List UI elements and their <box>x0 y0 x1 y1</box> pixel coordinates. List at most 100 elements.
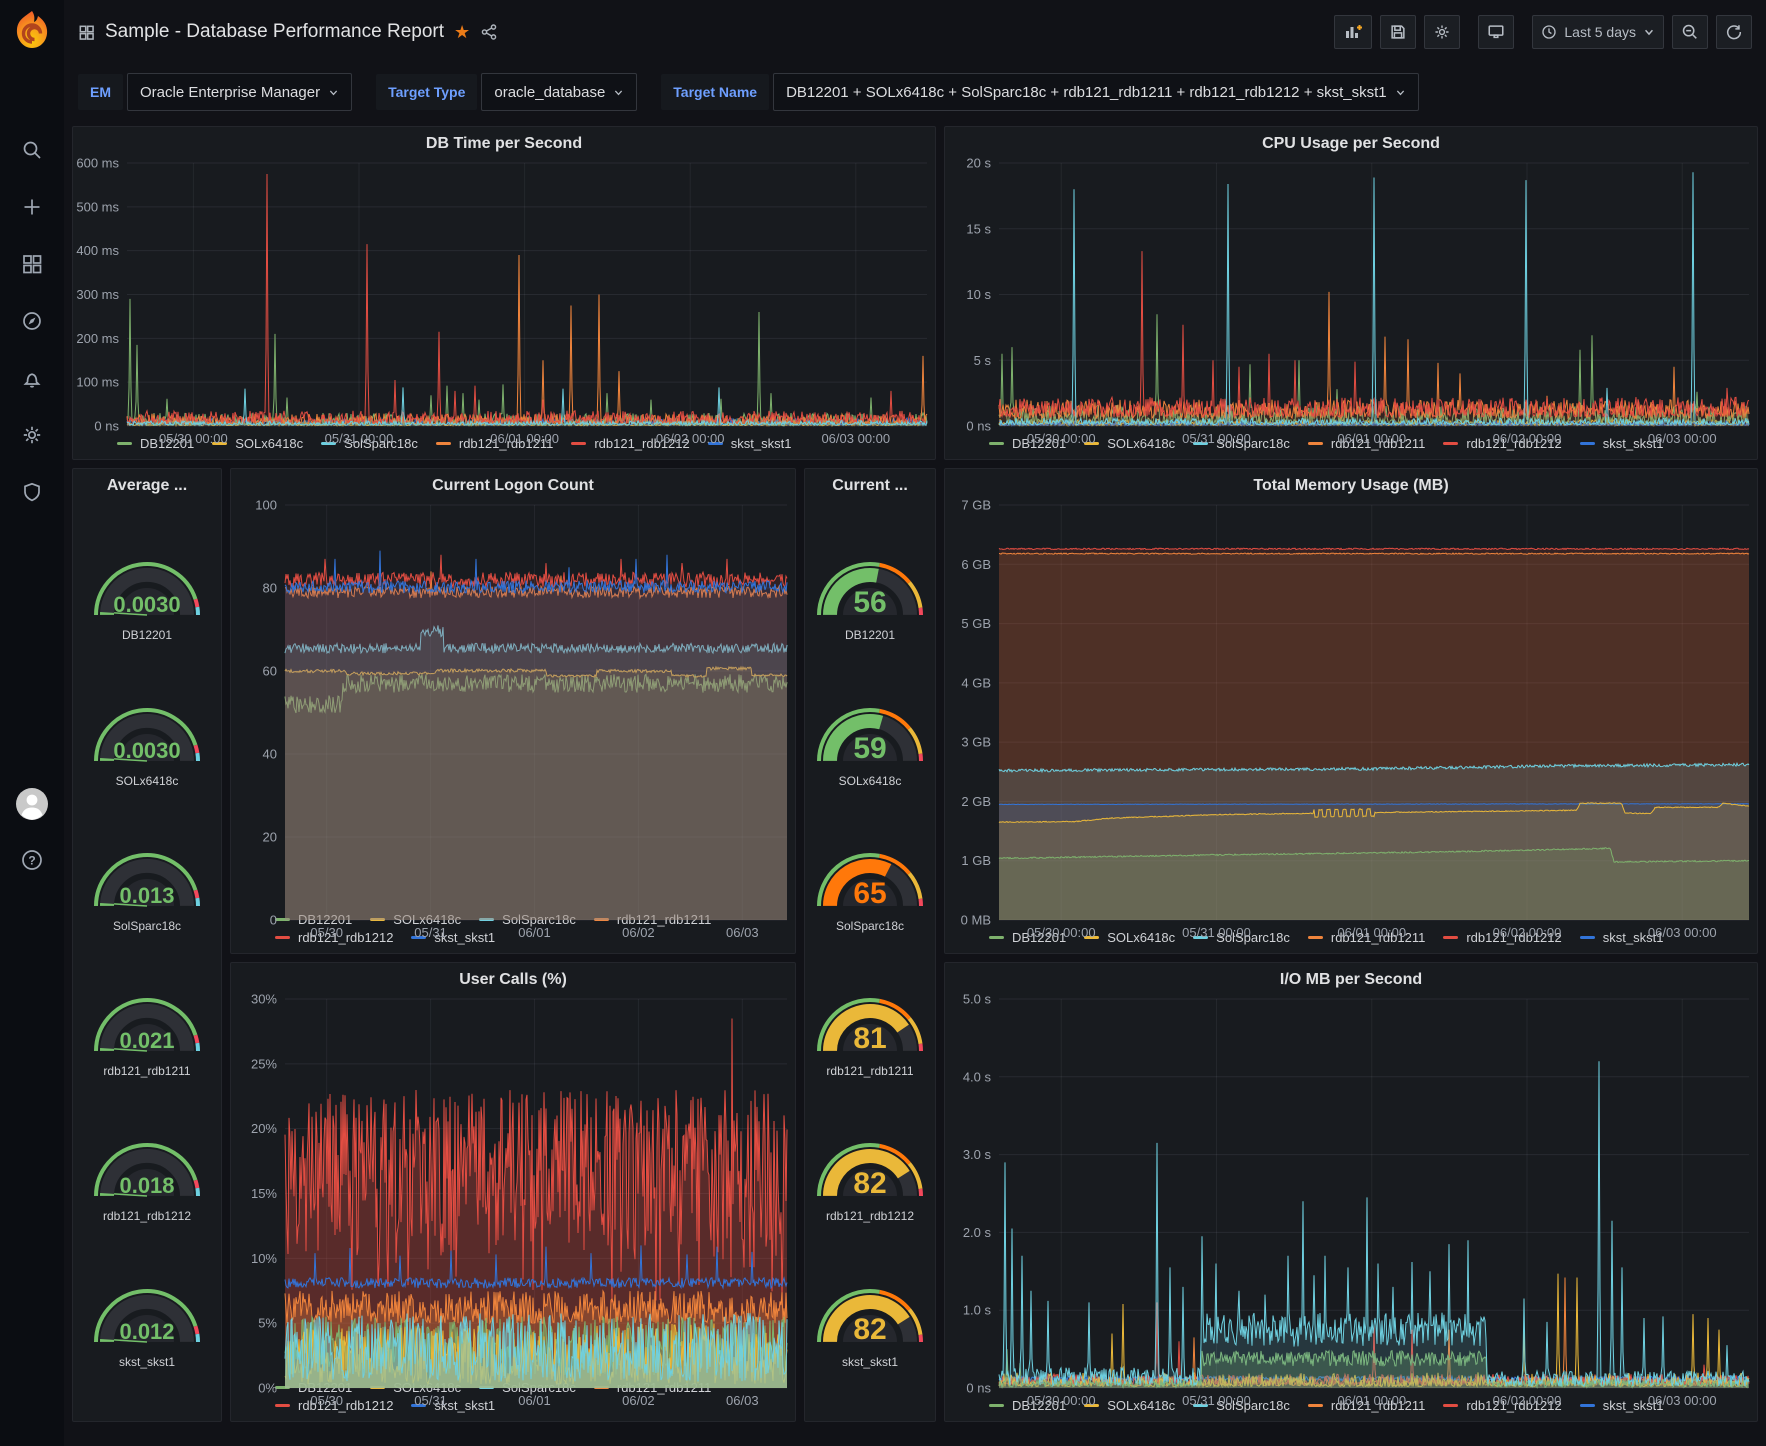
panel-current-logon-count: Current Logon Count 0 20 40 60 80 100 05/30 05/… <box>230 468 796 954</box>
panel-title[interactable]: Current Logon Count <box>432 477 594 494</box>
legend-item[interactable]: SOLx6418c <box>370 912 461 927</box>
dashboard-variables-bar: EM Oracle Enterprise Manager Target Type… <box>64 66 1766 118</box>
legend-item[interactable]: DB12201 <box>275 912 352 927</box>
db-time-chart[interactable]: 0 ns 100 ms 200 ms 300 ms 400 ms 500 ms 600 ms… <box>73 155 935 446</box>
legend-swatch <box>989 442 1004 445</box>
legend-swatch <box>571 442 587 445</box>
target-type-variable-dropdown[interactable]: oracle_database <box>481 73 638 111</box>
em-variable-dropdown[interactable]: Oracle Enterprise Manager <box>127 73 353 111</box>
refresh-button[interactable] <box>1716 15 1752 49</box>
legend-swatch <box>370 918 386 921</box>
search-icon[interactable] <box>0 128 64 172</box>
legend-item[interactable]: SolSparc18c <box>321 436 418 451</box>
legend-item[interactable]: rdb121_rdb1212 <box>1443 930 1562 945</box>
target-name-variable-label: Target Name <box>661 74 770 110</box>
legend-item[interactable]: rdb121_rdb1211 <box>1307 1398 1425 1413</box>
panel-title[interactable]: DB Time per Second <box>425 135 583 152</box>
zoom-out-button[interactable] <box>1672 15 1708 49</box>
legend-swatch <box>275 936 290 939</box>
legend-item[interactable]: rdb121_rdb1212 <box>275 930 393 945</box>
target-name-variable-dropdown[interactable]: DB12201 + SOLx6418c + SolSparc18c + rdb1… <box>773 73 1419 111</box>
configuration-gear-icon[interactable] <box>0 413 64 457</box>
dashboard-settings-button[interactable] <box>1424 15 1461 49</box>
legend-item[interactable]: rdb121_rdb1211 <box>1307 436 1425 451</box>
legend-item[interactable]: SolSparc18c <box>1193 1398 1290 1413</box>
memory-usage-chart[interactable]: 0 MB 1 GB 2 GB 3 GB 4 GB 5 GB 6 GB 7 GB 05/30 00… <box>945 497 1757 940</box>
user-avatar[interactable] <box>0 782 64 826</box>
gauge-label: DB12201 <box>844 628 896 643</box>
user-calls-chart[interactable]: 0% 5% 10% 15% 20% 25% 30% 05/30 05/31 06/01 06/02 0… <box>231 991 795 1408</box>
legend-item[interactable]: skst_skst1 <box>1579 436 1663 451</box>
svg-text:06/03: 06/03 <box>726 925 759 940</box>
dashboards-grid-icon[interactable] <box>0 242 64 286</box>
legend-item[interactable]: SOLx6418c <box>1084 436 1175 451</box>
legend-item[interactable]: SOLx6418c <box>1084 1398 1175 1413</box>
legend-item[interactable]: DB12201 <box>117 436 194 451</box>
time-range-picker[interactable]: Last 5 days <box>1532 15 1664 49</box>
panel-title[interactable]: Total Memory Usage (MB) <box>1253 477 1449 494</box>
svg-text:05/31 00:00: 05/31 00:00 <box>325 431 394 446</box>
legend-item[interactable]: skst_skst1 <box>1579 930 1663 945</box>
chevron-down-icon <box>1645 29 1653 36</box>
cycle-view-mode-button[interactable] <box>1478 15 1515 49</box>
legend-item[interactable]: rdb121_rdb1212 <box>275 1398 393 1413</box>
legend-item[interactable]: DB12201 <box>989 930 1066 945</box>
svg-text:80: 80 <box>263 581 277 596</box>
legend-item[interactable]: rdb121_rdb1212 <box>1443 436 1562 451</box>
svg-text:82: 82 <box>853 1167 886 1200</box>
legend-item[interactable]: rdb121_rdb1212 <box>571 436 690 451</box>
svg-text:0.013: 0.013 <box>119 883 174 908</box>
explore-compass-icon[interactable] <box>0 299 64 343</box>
legend-item[interactable]: DB12201 <box>989 1398 1066 1413</box>
panel-title[interactable]: CPU Usage per Second <box>1262 135 1440 152</box>
svg-text:4.0 s: 4.0 s <box>963 1069 992 1084</box>
panel-title[interactable]: I/O MB per Second <box>1279 971 1423 988</box>
legend-item[interactable]: skst_skst1 <box>411 1398 495 1413</box>
legend-item[interactable]: rdb121_rdb1211 <box>593 912 711 927</box>
svg-text:5.0 s: 5.0 s <box>963 992 992 1007</box>
gauge-label: rdb121_rdb1212 <box>102 1209 192 1224</box>
page-title: Sample - Database Performance Report <box>105 21 444 42</box>
legend-item[interactable]: skst_skst1 <box>411 930 495 945</box>
help-icon[interactable]: ? <box>0 838 64 882</box>
alerting-bell-icon[interactable] <box>0 356 64 400</box>
svg-text:7 GB: 7 GB <box>961 498 991 513</box>
create-plus-icon[interactable] <box>0 185 64 229</box>
svg-text:0%: 0% <box>258 1381 277 1396</box>
server-admin-shield-icon[interactable] <box>0 470 64 514</box>
svg-text:06/01 00:00: 06/01 00:00 <box>1337 925 1406 940</box>
chevron-down-icon <box>1396 90 1404 95</box>
share-icon[interactable] <box>480 23 498 41</box>
legend-item[interactable]: SolSparc18c <box>1193 930 1290 945</box>
legend-item[interactable]: rdb121_rdb1211 <box>1307 930 1425 945</box>
panel-title[interactable]: Average ... <box>106 477 188 494</box>
svg-text:200 ms: 200 ms <box>76 331 119 346</box>
add-panel-button[interactable] <box>1334 15 1373 49</box>
logon-count-chart[interactable]: 0 20 40 60 80 100 05/30 05/31 06/01 06/02 06/03 <box>231 497 795 940</box>
panel-title[interactable]: Current ... <box>832 477 908 494</box>
legend-swatch <box>1084 442 1100 445</box>
legend-item[interactable]: rdb121_rdb1211 <box>435 436 553 451</box>
legend-item[interactable]: rdb121_rdb1212 <box>1443 1398 1562 1413</box>
svg-text:05/30 00:00: 05/30 00:00 <box>1027 1393 1096 1408</box>
grafana-logo-icon[interactable] <box>10 8 54 52</box>
svg-text:06/02 00:00: 06/02 00:00 <box>1493 925 1562 940</box>
legend-item[interactable]: skst_skst1 <box>707 436 791 451</box>
em-variable-label: EM <box>78 74 123 110</box>
panel-title[interactable]: User Calls (%) <box>459 971 567 988</box>
save-dashboard-button[interactable] <box>1380 15 1417 49</box>
legend-item[interactable]: skst_skst1 <box>1579 1398 1663 1413</box>
legend-swatch <box>707 442 723 445</box>
legend-swatch <box>275 918 290 921</box>
legend-item[interactable]: DB12201 <box>989 436 1066 451</box>
legend-item[interactable]: SolSparc18c <box>479 912 576 927</box>
legend-item[interactable]: SolSparc18c <box>1193 436 1290 451</box>
panel-io-mb-per-second: I/O MB per Second 0 ns 1.0 s 2.0 s 3.0 s 4.0… <box>944 962 1758 1422</box>
star-favorite-icon[interactable]: ★ <box>454 22 471 42</box>
legend-item[interactable]: SOLx6418c <box>212 436 303 451</box>
gauge: 81 rdb121_rdb1211 <box>812 985 928 1078</box>
cpu-usage-chart[interactable]: 0 ns 5 s 10 s 15 s 20 s 05/30 00:00 05/31 00:0… <box>945 155 1757 446</box>
io-chart[interactable]: 0 ns 1.0 s 2.0 s 3.0 s 4.0 s 5.0 s 05/30 00:00… <box>945 991 1757 1408</box>
svg-text:06/01 00:00: 06/01 00:00 <box>1337 1393 1406 1408</box>
legend-item[interactable]: SOLx6418c <box>1084 930 1175 945</box>
